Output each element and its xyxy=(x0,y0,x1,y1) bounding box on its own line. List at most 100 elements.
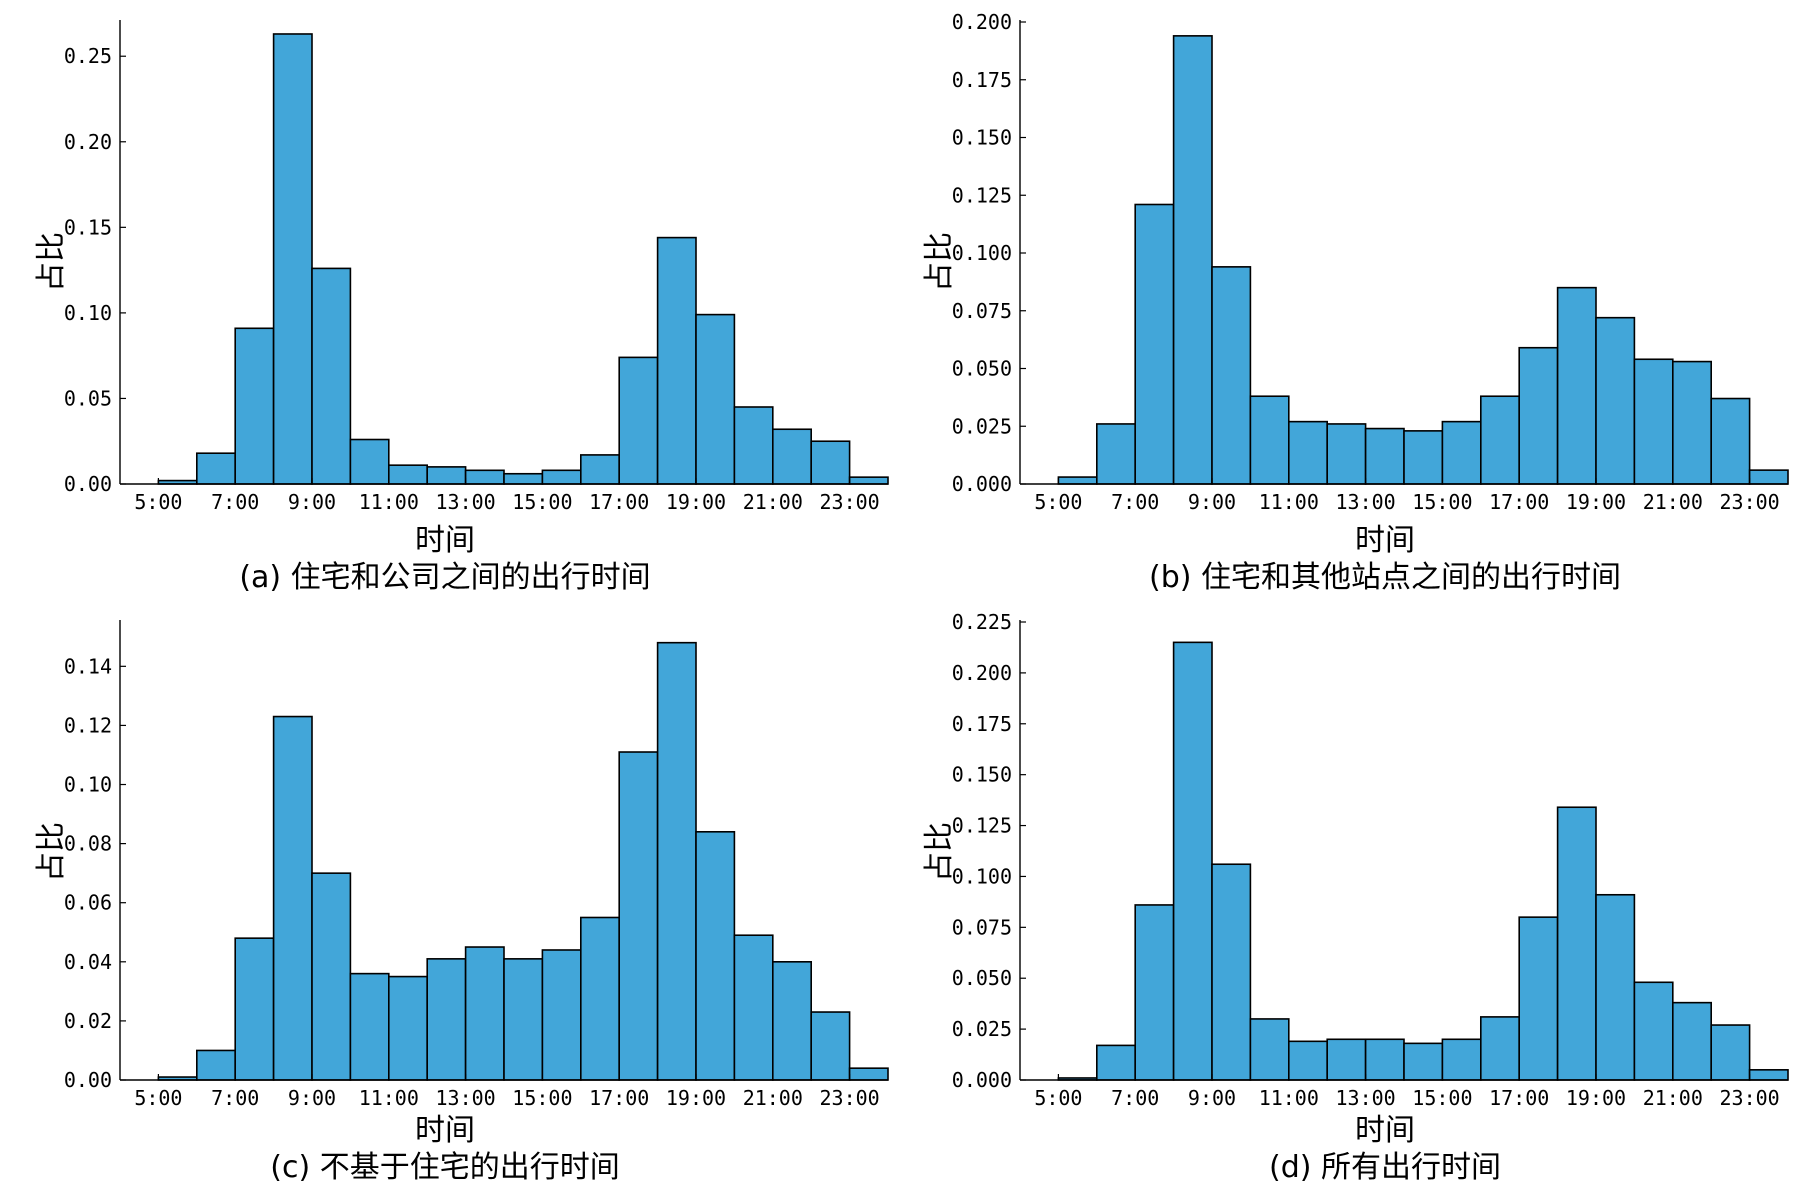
y-tick-label: 0.00 xyxy=(64,1068,112,1092)
caption-b: (b) 住宅和其他站点之间的出行时间 xyxy=(1149,560,1621,595)
y-tick-label: 0.050 xyxy=(952,966,1012,990)
x-tick-label: 19:00 xyxy=(1566,1086,1626,1110)
y-tick-label: 0.000 xyxy=(952,1068,1012,1092)
y-axis-label-c: 占比 xyxy=(34,822,69,882)
x-tick-label: 11:00 xyxy=(359,1086,419,1110)
x-tick-label: 11:00 xyxy=(1259,1086,1319,1110)
histogram-bar xyxy=(1556,806,1597,1081)
histogram-bar xyxy=(848,476,889,485)
y-tick-label: 0.225 xyxy=(952,610,1012,634)
histogram-bar xyxy=(1595,893,1636,1081)
histogram-bar xyxy=(272,715,313,1081)
histogram-bar xyxy=(695,313,736,485)
x-tick-label: 9:00 xyxy=(1188,1086,1236,1110)
x-tick-label: 13:00 xyxy=(435,490,495,514)
x-tick-label: 9:00 xyxy=(1188,490,1236,514)
y-tick-label: 0.20 xyxy=(64,130,112,154)
histogram-bar xyxy=(1364,427,1405,485)
y-tick-label: 0.14 xyxy=(64,654,112,678)
x-axis-label-d: 时间 xyxy=(1355,1113,1415,1148)
histogram-bar xyxy=(618,356,659,485)
x-tick-label: 19:00 xyxy=(666,1086,726,1110)
x-tick-label: 5:00 xyxy=(134,490,182,514)
y-tick-label: 0.05 xyxy=(64,386,112,410)
histogram-bar xyxy=(311,267,352,485)
histogram-bar xyxy=(1211,863,1252,1081)
histogram-bar xyxy=(1633,981,1674,1081)
histogram-bar xyxy=(1134,904,1175,1081)
histogram-bar xyxy=(1287,1040,1328,1081)
chart-panel-a: 0.00 0.05 0.10 0.15 0.20 0.25 5:00 7:00 9:00 11:0… xyxy=(0,0,900,600)
chart-svg-a: 0.00 0.05 0.10 0.15 0.20 0.25 5:00 7:00 9:00 11:0… xyxy=(64,20,889,514)
y-tick-label: 0.000 xyxy=(952,472,1012,496)
histogram-bar xyxy=(1518,346,1559,485)
histogram-bar xyxy=(541,469,582,485)
y-tick-label: 0.12 xyxy=(64,713,112,737)
histogram-bar xyxy=(1556,286,1597,485)
x-tick-label: 15:00 xyxy=(512,1086,572,1110)
x-tick-label: 9:00 xyxy=(288,1086,336,1110)
histogram-bar xyxy=(1172,641,1213,1081)
y-tick-label: 0.04 xyxy=(64,950,112,974)
histogram-bar xyxy=(387,464,428,485)
x-tick-label: 15:00 xyxy=(1412,490,1472,514)
x-tick-label: 17:00 xyxy=(1489,1086,1549,1110)
histogram-bar xyxy=(1096,423,1137,485)
histogram-bar xyxy=(733,406,774,485)
histogram-bar xyxy=(541,949,582,1081)
y-tick-label: 0.025 xyxy=(952,414,1012,438)
y-axis-label-b: 占比 xyxy=(922,232,957,292)
histogram-bar xyxy=(349,438,390,485)
histogram-bar xyxy=(695,830,736,1081)
histogram-bar xyxy=(1249,395,1290,485)
y-tick-label: 0.050 xyxy=(952,357,1012,381)
x-tick-label: 19:00 xyxy=(666,490,726,514)
histogram-bar xyxy=(848,1067,889,1081)
histogram-bar xyxy=(1326,423,1367,485)
histogram-bar xyxy=(1403,1042,1444,1081)
caption-d: (d) 所有出行时间 xyxy=(1269,1150,1501,1185)
chart-panel-b: 0.000 0.025 0.050 0.075 0.100 0.125 0.150 0.175… xyxy=(900,0,1800,600)
histogram-bar xyxy=(1748,1069,1789,1081)
histogram-bar xyxy=(771,428,812,485)
y-tick-label: 0.175 xyxy=(952,68,1012,92)
histogram-bar xyxy=(656,641,697,1081)
chart-panel-c: 0.00 0.02 0.04 0.06 0.08 0.10 0.12 0.14 5:00 7:00… xyxy=(0,600,900,1200)
x-tick-label: 17:00 xyxy=(1489,490,1549,514)
x-tick-label: 15:00 xyxy=(1412,1086,1472,1110)
y-tick-label: 0.10 xyxy=(64,773,112,797)
x-tick-label: 13:00 xyxy=(435,1086,495,1110)
x-tick-label: 19:00 xyxy=(1566,490,1626,514)
histogram-bar xyxy=(234,327,275,485)
histogram-bar xyxy=(234,937,275,1081)
histogram-bar xyxy=(1479,1016,1520,1081)
x-tick-label: 9:00 xyxy=(288,490,336,514)
x-tick-label: 17:00 xyxy=(589,490,649,514)
histogram-bar xyxy=(272,33,313,485)
y-tick-label: 0.150 xyxy=(952,763,1012,787)
y-tick-label: 0.025 xyxy=(952,1017,1012,1041)
y-tick-label: 0.075 xyxy=(952,299,1012,323)
histogram-bar xyxy=(810,1011,851,1081)
histogram-bar xyxy=(1748,469,1789,485)
histogram-bar xyxy=(1287,420,1328,485)
histogram-bar xyxy=(1057,476,1098,485)
x-tick-label: 5:00 xyxy=(1034,490,1082,514)
x-tick-label: 13:00 xyxy=(1335,1086,1395,1110)
x-tick-label: 21:00 xyxy=(743,1086,803,1110)
caption-a: (a) 住宅和公司之间的出行时间 xyxy=(239,560,651,595)
histogram-bar xyxy=(810,440,851,485)
chart-svg-b: 0.000 0.025 0.050 0.075 0.100 0.125 0.150 0.175… xyxy=(952,10,1789,514)
x-axis-label-c: 时间 xyxy=(415,1113,475,1148)
histogram-bar xyxy=(656,236,697,485)
histogram-bar xyxy=(387,975,428,1081)
histogram-bar xyxy=(1326,1038,1367,1081)
y-tick-label: 0.150 xyxy=(952,126,1012,150)
histogram-bar xyxy=(426,958,467,1081)
x-tick-label: 13:00 xyxy=(1335,490,1395,514)
histogram-bar xyxy=(1710,397,1751,485)
x-tick-label: 5:00 xyxy=(1034,1086,1082,1110)
x-tick-label: 23:00 xyxy=(1719,490,1779,514)
y-tick-label: 0.08 xyxy=(64,832,112,856)
histogram-bar xyxy=(1096,1044,1137,1081)
